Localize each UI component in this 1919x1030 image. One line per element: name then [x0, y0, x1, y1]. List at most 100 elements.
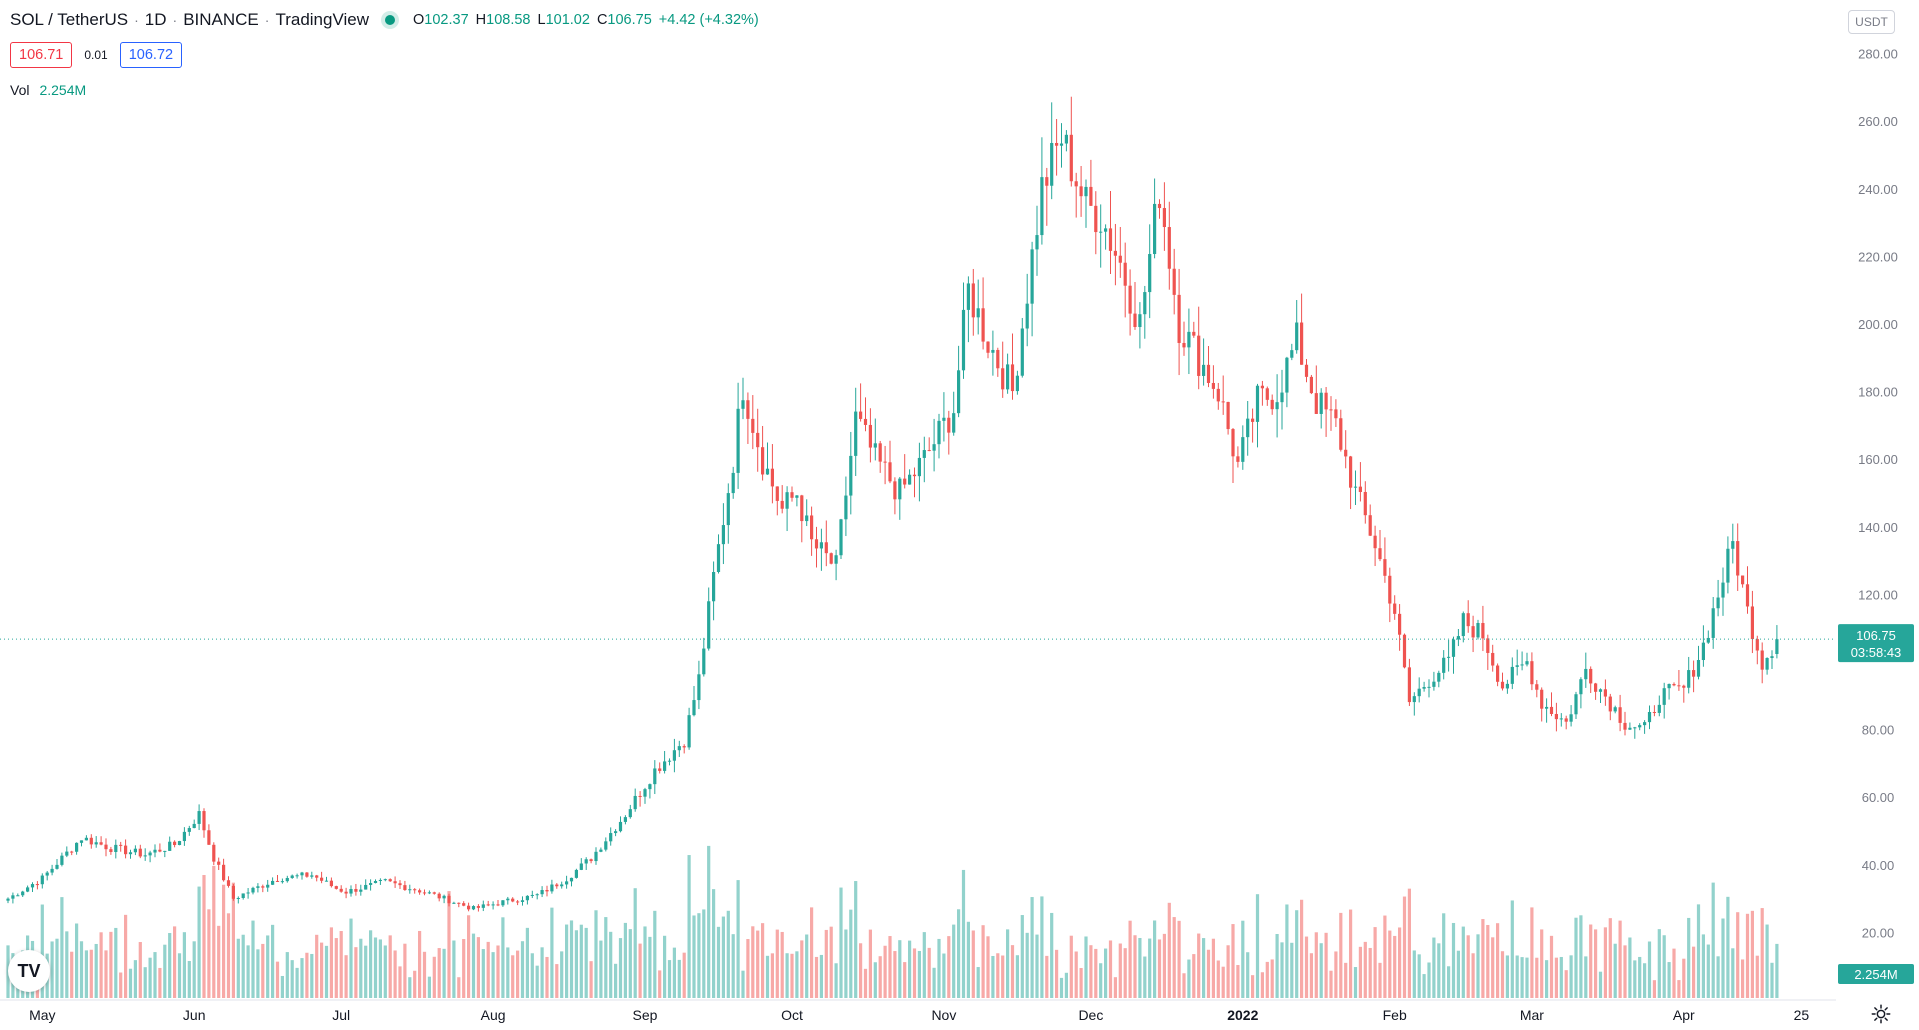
candle	[868, 408, 872, 463]
candle	[1451, 636, 1456, 674]
candle	[545, 885, 549, 897]
volume-bar	[682, 952, 686, 998]
sell-button[interactable]: 106.71	[10, 42, 73, 68]
volume-bar	[1334, 951, 1338, 998]
volume-bar	[589, 961, 593, 998]
candle	[1226, 401, 1230, 435]
volume-bar	[1510, 900, 1514, 998]
volume-label[interactable]: Vol	[10, 82, 30, 98]
volume-bar	[187, 961, 191, 998]
volume-bar	[89, 949, 93, 998]
candle	[1564, 715, 1568, 730]
candle	[1383, 537, 1387, 583]
candle	[912, 467, 917, 498]
candle	[540, 886, 544, 898]
candle	[462, 901, 466, 907]
candle	[1040, 137, 1044, 245]
volume-bar	[1231, 924, 1235, 998]
symbol-name[interactable]: SOL / TetherUS	[10, 10, 129, 29]
candle	[1182, 321, 1186, 356]
candle	[922, 436, 926, 483]
volume-bar	[1584, 956, 1588, 998]
settings-gear-icon[interactable]	[1870, 1003, 1892, 1025]
volume-bar	[888, 936, 892, 998]
candle	[1133, 282, 1137, 330]
volume-bar	[1447, 966, 1451, 998]
candle	[94, 836, 98, 848]
high-value: H108.58	[475, 12, 531, 28]
tradingview-logo[interactable]: TV	[8, 950, 50, 992]
volume-bar	[334, 938, 338, 998]
volume-bar	[574, 930, 578, 998]
candle	[398, 880, 402, 890]
volume-bar	[285, 952, 289, 998]
candle	[1015, 370, 1019, 395]
candle	[251, 886, 255, 895]
candle	[197, 804, 201, 831]
volume-bar	[810, 907, 814, 998]
volume-bar	[1471, 953, 1475, 998]
volume-bar	[1255, 894, 1260, 998]
last-price-value: 106.75	[1856, 628, 1896, 643]
candle	[1246, 401, 1250, 456]
volume-bar	[618, 938, 623, 998]
volume-bar	[1731, 948, 1735, 998]
volume-bar	[1270, 959, 1274, 998]
volume-bar	[658, 970, 662, 998]
volume-bar	[1623, 945, 1627, 998]
volume-bar	[520, 941, 525, 998]
volume-bar	[1603, 927, 1607, 998]
candle	[658, 762, 662, 774]
candle	[471, 905, 476, 911]
price-tick-label: 160.00	[1858, 452, 1898, 467]
volume-bar	[231, 882, 235, 998]
volume-bar	[1006, 929, 1010, 998]
volume-bar	[1692, 946, 1696, 998]
volume-bar	[540, 947, 544, 998]
candle	[981, 277, 985, 350]
candle	[1275, 374, 1279, 438]
volume-bar	[859, 943, 863, 998]
candle	[501, 900, 505, 907]
volume-bar	[560, 951, 564, 998]
volume-bar	[1466, 935, 1470, 998]
volume-bar	[712, 889, 716, 998]
candle	[1319, 388, 1323, 429]
volume-bar	[1770, 962, 1774, 998]
candle	[1260, 380, 1264, 406]
volume-bar	[628, 929, 632, 998]
candle	[133, 845, 137, 856]
volume-bar	[128, 968, 133, 998]
candle	[192, 819, 196, 829]
volume-bar	[271, 924, 275, 998]
time-axis[interactable]: May Jun Jul Aug Sep Oct Nov Dec 2022 Feb Mar Apr 25	[0, 999, 1836, 1023]
volume-bar	[481, 949, 485, 998]
candle	[653, 760, 657, 795]
price-axis[interactable]: 20.00 40.00 60.00 80.00 120.00 140.00 160.00 18…	[1836, 0, 1919, 1000]
candle	[1677, 670, 1681, 691]
volume-bar	[1197, 933, 1201, 998]
candle	[716, 534, 721, 574]
candle	[1412, 692, 1416, 716]
currency-button[interactable]: USDT	[1848, 10, 1895, 34]
candle	[1236, 446, 1240, 468]
candle	[1594, 682, 1598, 700]
candle	[114, 839, 118, 859]
market-status-icon[interactable]	[385, 15, 396, 25]
buy-button[interactable]: 106.72	[119, 42, 183, 68]
volume-bar	[94, 943, 98, 998]
candle	[937, 413, 941, 459]
candle	[623, 815, 627, 825]
separator: ·	[172, 12, 178, 28]
volume-bar	[1290, 942, 1294, 998]
candle	[1094, 191, 1098, 255]
volume-bar	[295, 967, 299, 998]
candle	[124, 839, 128, 859]
interval[interactable]: 1D	[144, 10, 167, 29]
volume-bar	[1300, 899, 1304, 998]
volume-bar	[1481, 919, 1485, 998]
candle	[324, 876, 329, 882]
volume-bar	[1594, 929, 1598, 998]
volume-bar	[305, 952, 309, 998]
